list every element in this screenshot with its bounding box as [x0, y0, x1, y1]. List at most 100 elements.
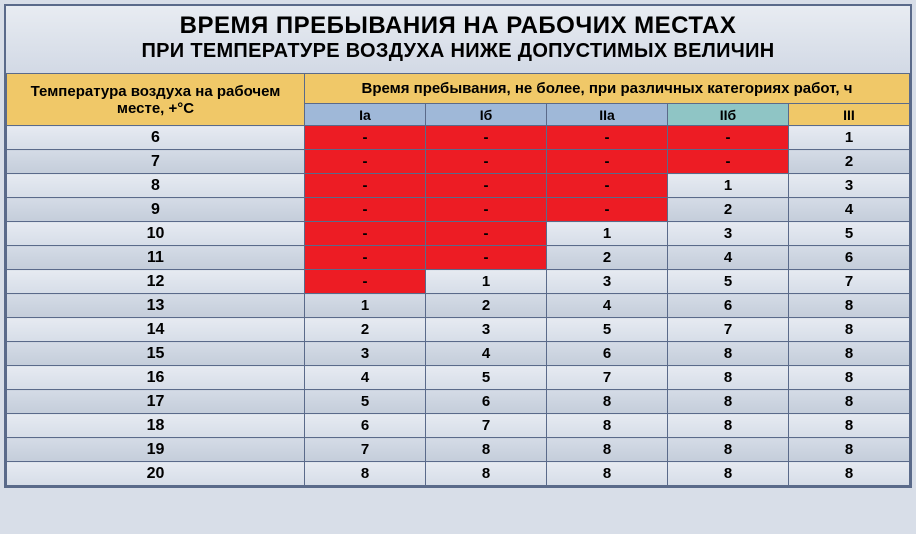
value-cell: - [426, 150, 547, 174]
value-cell: 8 [668, 390, 789, 414]
value-cell: - [305, 270, 426, 294]
table-row: 9---24 [7, 198, 910, 222]
value-cell: 1 [547, 222, 668, 246]
temperature-cell: 19 [7, 438, 305, 462]
title-line-2: ПРИ ТЕМПЕРАТУРЕ ВОЗДУХА НИЖЕ ДОПУСТИМЫХ … [16, 40, 900, 63]
value-cell: 7 [305, 438, 426, 462]
category-header: IIб [668, 104, 789, 126]
value-cell: - [426, 246, 547, 270]
temperature-cell: 11 [7, 246, 305, 270]
category-header: III [789, 104, 910, 126]
value-cell: - [547, 174, 668, 198]
value-cell: 4 [426, 342, 547, 366]
value-cell: - [426, 126, 547, 150]
value-cell: 4 [305, 366, 426, 390]
value-cell: - [426, 198, 547, 222]
temperature-cell: 10 [7, 222, 305, 246]
value-cell: - [547, 150, 668, 174]
value-cell: 7 [426, 414, 547, 438]
value-cell: 8 [789, 438, 910, 462]
value-cell: 3 [547, 270, 668, 294]
value-cell: 4 [668, 246, 789, 270]
table-row: 10--135 [7, 222, 910, 246]
category-header: Iб [426, 104, 547, 126]
table-row: 8---13 [7, 174, 910, 198]
table-body: 6----17----28---139---2410--13511--24612… [7, 126, 910, 486]
table-row: 12-1357 [7, 270, 910, 294]
table-row: 1423578 [7, 318, 910, 342]
temperature-cell: 6 [7, 126, 305, 150]
table-row: 1978888 [7, 438, 910, 462]
value-cell: 8 [305, 462, 426, 486]
temperature-cell: 8 [7, 174, 305, 198]
value-cell: 1 [305, 294, 426, 318]
value-cell: - [305, 222, 426, 246]
table-row: 1645788 [7, 366, 910, 390]
value-cell: - [426, 174, 547, 198]
value-cell: 7 [668, 318, 789, 342]
value-cell: - [305, 174, 426, 198]
value-cell: 8 [789, 390, 910, 414]
value-cell: 5 [305, 390, 426, 414]
value-cell: 8 [668, 462, 789, 486]
value-cell: 6 [789, 246, 910, 270]
temperature-cell: 9 [7, 198, 305, 222]
value-cell: 8 [547, 438, 668, 462]
temperature-cell: 16 [7, 366, 305, 390]
value-cell: 8 [789, 294, 910, 318]
value-cell: 8 [547, 462, 668, 486]
value-cell: 2 [668, 198, 789, 222]
value-cell: - [547, 198, 668, 222]
value-cell: - [426, 222, 547, 246]
value-cell: - [668, 150, 789, 174]
category-header: IIа [547, 104, 668, 126]
value-cell: 8 [789, 342, 910, 366]
value-cell: 3 [305, 342, 426, 366]
temperature-cell: 12 [7, 270, 305, 294]
value-cell: 1 [668, 174, 789, 198]
table-row: 1534688 [7, 342, 910, 366]
value-cell: 8 [668, 414, 789, 438]
temperature-cell: 17 [7, 390, 305, 414]
value-cell: 1 [426, 270, 547, 294]
table-row: 2088888 [7, 462, 910, 486]
table-row: 7----2 [7, 150, 910, 174]
value-cell: 7 [789, 270, 910, 294]
value-cell: 3 [426, 318, 547, 342]
table-container: ВРЕМЯ ПРЕБЫВАНИЯ НА РАБОЧИХ МЕСТАХ ПРИ Т… [4, 4, 912, 488]
value-cell: 6 [668, 294, 789, 318]
value-cell: 5 [668, 270, 789, 294]
title-block: ВРЕМЯ ПРЕБЫВАНИЯ НА РАБОЧИХ МЕСТАХ ПРИ Т… [6, 6, 910, 73]
value-cell: 8 [789, 462, 910, 486]
table-row: 11--246 [7, 246, 910, 270]
value-cell: 8 [668, 366, 789, 390]
value-cell: 6 [426, 390, 547, 414]
temperature-cell: 15 [7, 342, 305, 366]
temperature-cell: 20 [7, 462, 305, 486]
value-cell: 5 [547, 318, 668, 342]
table-head: Температура воздуха на рабочем месте, +°… [7, 74, 910, 126]
value-cell: 5 [789, 222, 910, 246]
value-cell: 8 [668, 342, 789, 366]
value-cell: 8 [547, 390, 668, 414]
value-cell: 6 [547, 342, 668, 366]
table-row: 1756888 [7, 390, 910, 414]
data-table: Температура воздуха на рабочем месте, +°… [6, 73, 910, 486]
table-row: 1867888 [7, 414, 910, 438]
value-cell: - [668, 126, 789, 150]
value-cell: 8 [547, 414, 668, 438]
temperature-cell: 7 [7, 150, 305, 174]
value-cell: - [305, 246, 426, 270]
temperature-cell: 13 [7, 294, 305, 318]
value-cell: 2 [305, 318, 426, 342]
value-cell: 6 [305, 414, 426, 438]
value-cell: 4 [547, 294, 668, 318]
table-row: 1312468 [7, 294, 910, 318]
title-line-1: ВРЕМЯ ПРЕБЫВАНИЯ НА РАБОЧИХ МЕСТАХ [16, 12, 900, 40]
value-cell: 8 [426, 462, 547, 486]
value-cell: 3 [789, 174, 910, 198]
value-cell: 1 [789, 126, 910, 150]
value-cell: - [305, 126, 426, 150]
value-cell: 8 [789, 318, 910, 342]
temperature-cell: 14 [7, 318, 305, 342]
